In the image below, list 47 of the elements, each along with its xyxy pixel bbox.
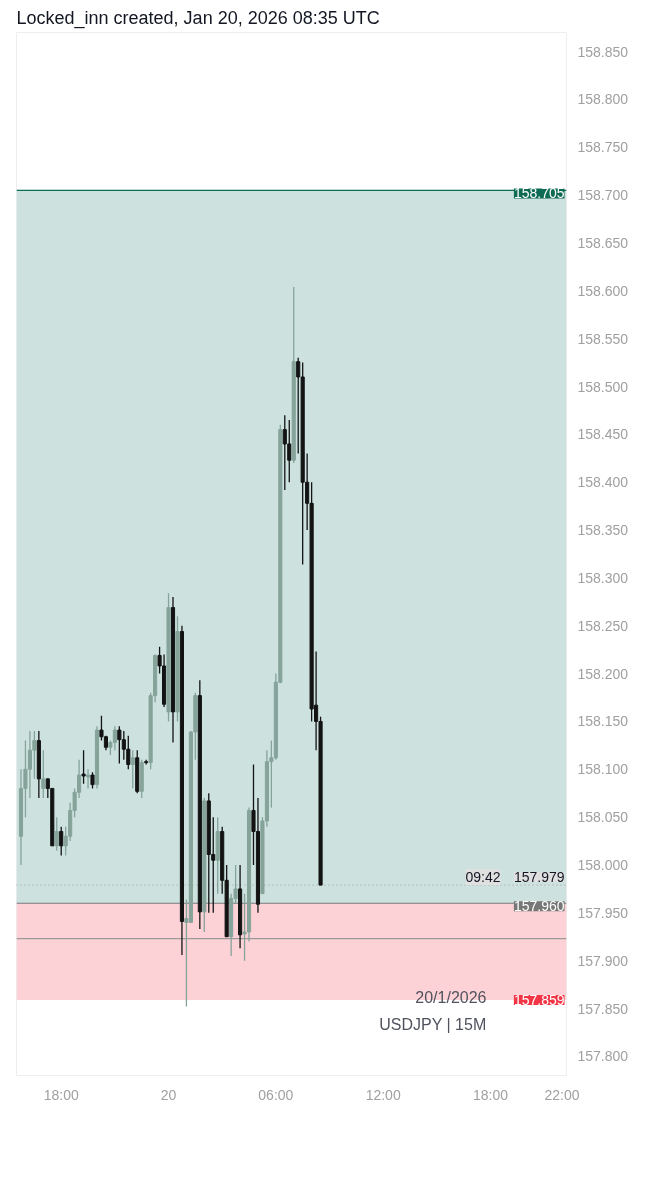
y-tick-label: 158.350 — [577, 522, 629, 539]
y-tick-label: 158.300 — [577, 569, 629, 586]
y-tick-label: 158.250 — [577, 617, 629, 634]
annotation: 09:42 — [465, 869, 501, 886]
candlestick — [126, 735, 131, 770]
x-tick-label: 18:00 — [43, 1086, 79, 1103]
y-tick-label: 158.050 — [577, 809, 629, 826]
ref-line-label: 157.960 — [513, 898, 565, 915]
y-tick-label: 158.750 — [577, 139, 629, 156]
annotation: 20/1/2026 — [415, 988, 487, 1006]
y-tick-label: 157.850 — [577, 1000, 629, 1017]
y-tick-label: 158.650 — [577, 235, 629, 252]
annotation: USDJPY | 15M — [379, 1015, 487, 1033]
y-tick-label: 158.700 — [577, 187, 629, 204]
candlestick — [117, 725, 122, 765]
candlestick — [85, 768, 91, 790]
y-tick-label: 158.100 — [577, 761, 629, 778]
x-tick-label: 22:00 — [544, 1086, 580, 1103]
candlestick — [81, 749, 86, 785]
y-tick-label: 158.200 — [577, 665, 629, 682]
x-tick-label: 18:00 — [472, 1086, 509, 1103]
y-tick-label: 158.500 — [577, 378, 629, 395]
y-tick-label: 158.400 — [577, 474, 629, 491]
y-tick-label: 157.900 — [577, 952, 629, 969]
candlestick — [130, 749, 135, 790]
ref-line-label: 158.705 — [513, 185, 565, 202]
y-tick-label: 158.800 — [577, 91, 629, 108]
x-tick-label: 12:00 — [365, 1086, 401, 1103]
y-tick-label: 158.450 — [577, 426, 629, 443]
chart-title: Locked_inn created, Jan 20, 2026 08:35 UTC — [16, 7, 380, 29]
candlestick — [41, 749, 46, 799]
candlestick — [112, 725, 117, 751]
y-tick-label: 157.950 — [577, 904, 629, 921]
x-tick-label: 20 — [160, 1086, 177, 1103]
candlestick — [287, 419, 292, 483]
candlestick — [282, 414, 287, 491]
y-tick-label: 157.800 — [577, 1048, 629, 1065]
y-tick-label: 158.600 — [577, 282, 629, 299]
candlestick — [59, 826, 64, 857]
y-tick-label: 158.850 — [577, 43, 629, 60]
y-tick-label: 158.000 — [577, 856, 629, 873]
y-tick-label: 158.550 — [577, 330, 629, 347]
x-tick-label: 06:00 — [258, 1086, 294, 1103]
candlestick — [54, 816, 59, 852]
y-tick-label: 158.150 — [577, 713, 629, 730]
ref-line-label: 157.979 — [513, 869, 565, 886]
band-label: 157.859 — [513, 991, 565, 1008]
